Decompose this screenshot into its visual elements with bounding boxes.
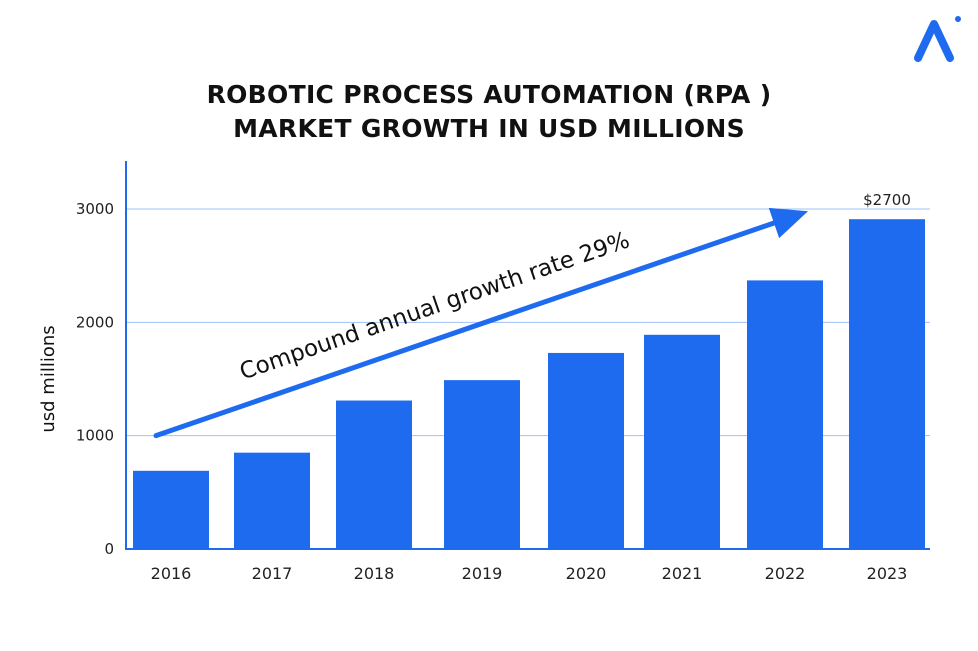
- bar-2021: [644, 334, 720, 549]
- bar-2022: [747, 280, 823, 549]
- x-tick-label-2016: 2016: [151, 564, 192, 583]
- x-tick-label-2021: 2021: [662, 564, 703, 583]
- x-tick-label-2023: 2023: [867, 564, 908, 583]
- brand-a-logo-icon: [914, 16, 961, 62]
- y-tick-label-3000: 3000: [76, 200, 114, 218]
- growth-arrow-line: [153, 219, 779, 439]
- bar-2019: [444, 380, 520, 549]
- bar-2018: [336, 400, 412, 549]
- chart-title-line-1: ROBOTIC PROCESS AUTOMATION (RPA ): [206, 80, 772, 109]
- chart-title-line-2: MARKET GROWTH IN USD MILLIONS: [233, 114, 745, 143]
- y-tick-label-0: 0: [104, 540, 114, 558]
- x-tick-label-2022: 2022: [765, 564, 806, 583]
- bar-2017: [234, 452, 310, 549]
- bar-2023: [849, 219, 925, 549]
- chart-title: ROBOTIC PROCESS AUTOMATION (RPA ) MARKET…: [0, 78, 978, 146]
- x-tick-label-2019: 2019: [462, 564, 503, 583]
- x-tick-label-2020: 2020: [566, 564, 607, 583]
- data-label-2023: $2700: [863, 191, 911, 209]
- x-tick-label-2017: 2017: [252, 564, 293, 583]
- y-axis-title: usd millions: [38, 325, 59, 432]
- x-tick-label-2018: 2018: [354, 564, 395, 583]
- bar-2020: [548, 352, 624, 549]
- y-tick-label-1000: 1000: [76, 427, 114, 445]
- bar-2016: [133, 470, 209, 549]
- growth-arrow-head: [768, 207, 808, 239]
- y-tick-label-2000: 2000: [76, 313, 114, 331]
